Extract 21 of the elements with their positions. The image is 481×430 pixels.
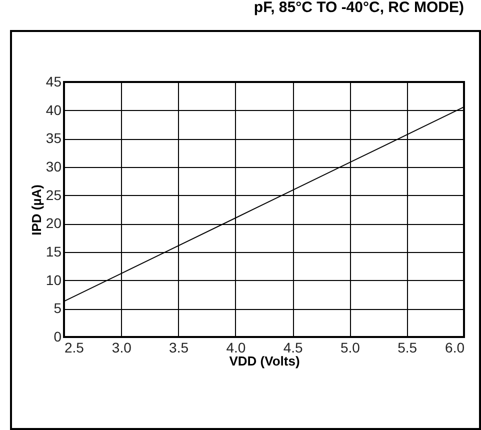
x-axis-title: VDD (Volts) [229, 354, 300, 368]
x-tick-label: 6.0 [445, 340, 465, 356]
x-tick-label: 3.0 [112, 340, 132, 356]
y-tick-label: 30 [46, 158, 62, 174]
y-tick-label: 45 [46, 74, 62, 90]
y-tick-label: 25 [46, 186, 62, 203]
y-tick-label: 15 [46, 244, 62, 260]
x-tick-label: 5.5 [398, 340, 418, 356]
y-tick-label: 20 [46, 215, 62, 232]
y-tick-label: 40 [46, 102, 62, 118]
x-tick-label: 3.5 [169, 340, 189, 356]
y-tick-label: 5 [54, 300, 62, 316]
x-tick-label: 5.0 [340, 340, 360, 356]
x-tick-label: 2.5 [64, 340, 84, 356]
y-tick-label: 35 [46, 130, 62, 146]
x-tick-label: 4.0 [226, 340, 246, 356]
y-axis-title: IPD (µA) [28, 184, 44, 236]
y-tick-label: 0 [54, 328, 62, 344]
x-tick-label: 4.5 [283, 340, 304, 356]
y-tick-label: 10 [46, 272, 62, 288]
chart-title: pF, 85°C TO -40°C, RC MODE) [254, 0, 464, 16]
